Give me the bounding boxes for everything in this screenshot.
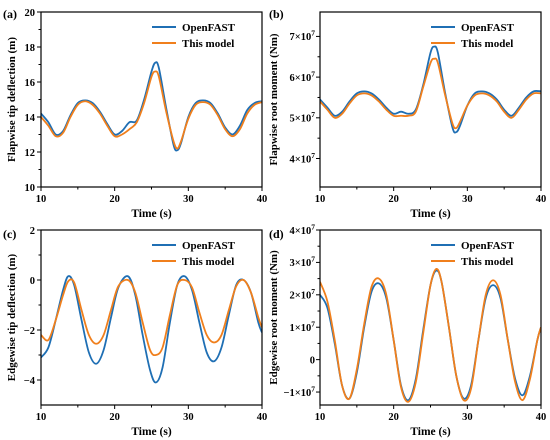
panel-label: (b) — [269, 7, 284, 21]
y-tick-label: 7×107 — [290, 29, 316, 44]
y-tick-label: 4×107 — [290, 222, 316, 237]
y-tick-label: 2 — [30, 226, 35, 237]
y-tick-label: 4×107 — [290, 151, 316, 166]
legend: OpenFAST This model — [431, 22, 515, 50]
y-tick-label: 20 — [25, 8, 36, 19]
legend-label-openfast: OpenFAST — [461, 22, 515, 34]
x-tick-label: 40 — [257, 412, 268, 423]
y-tick-label: −4 — [24, 376, 36, 387]
x-tick-label: 40 — [536, 194, 547, 205]
x-tick-label: 10 — [36, 194, 47, 205]
panel-d: 10 20 30 40 −1×107 0 1×107 2×107 3×107 4×107 Time … — [268, 222, 546, 438]
x-tick-label: 20 — [109, 412, 120, 423]
legend-label-this-model: This model — [182, 256, 234, 268]
y-axis-title: Edgewise tip deflection (m) — [6, 253, 18, 381]
legend-label-openfast: OpenFAST — [182, 22, 236, 34]
y-axis-title: Flapwise tip deflection (m) — [6, 37, 18, 162]
x-tick-label: 30 — [183, 194, 194, 205]
y-tick-label: −2 — [24, 326, 35, 337]
y-tick-label: 1×107 — [290, 320, 316, 335]
x-tick-label: 30 — [462, 412, 473, 423]
legend: OpenFAST This model — [152, 22, 236, 50]
series-line-openfast — [41, 275, 262, 384]
x-tick-label: 40 — [257, 194, 268, 205]
y-tick-label: 2×107 — [290, 287, 316, 302]
series-line-openfast — [320, 45, 541, 134]
legend-label-openfast: OpenFAST — [461, 240, 515, 252]
x-axis-title: Time (s) — [131, 426, 172, 438]
y-tick-label: 14 — [25, 113, 36, 124]
x-tick-label: 20 — [388, 412, 399, 423]
panel-c: 10 20 30 40 −4 −2 0 2 Time (s) Edgewise tip defle… — [3, 226, 267, 438]
series-line-this-model — [320, 57, 541, 130]
y-tick-label: 0 — [30, 276, 35, 287]
legend: OpenFAST This model — [431, 240, 515, 268]
series-line-this-model — [320, 267, 541, 403]
x-tick-label: 30 — [462, 194, 473, 205]
panel-b: 10 20 30 40 4×107 5×107 6×107 7×107 Time (s) Flap… — [268, 7, 546, 220]
legend-label-this-model: This model — [461, 38, 513, 50]
y-tick-label: 12 — [25, 148, 36, 159]
y-tick-label: 5×107 — [290, 110, 316, 125]
y-tick-label: 16 — [25, 78, 36, 89]
legend-label-this-model: This model — [182, 38, 234, 50]
x-tick-label: 20 — [109, 194, 120, 205]
panel-label: (a) — [3, 7, 17, 21]
x-tick-label: 10 — [315, 412, 326, 423]
y-axis-title: Edgewise root moment (Nm) — [268, 250, 280, 385]
x-axis-title: Time (s) — [131, 208, 172, 220]
legend: OpenFAST This model — [152, 240, 236, 268]
x-tick-label: 20 — [388, 194, 399, 205]
y-tick-label: 0 — [310, 355, 315, 366]
panel-label: (d) — [269, 227, 284, 241]
series-line-this-model — [41, 70, 262, 150]
y-tick-label: 10 — [25, 183, 36, 194]
x-tick-label: 40 — [536, 412, 547, 423]
y-tick-label: 3×107 — [290, 255, 316, 270]
legend-label-openfast: OpenFAST — [182, 240, 236, 252]
x-tick-label: 30 — [183, 412, 194, 423]
x-tick-label: 10 — [315, 194, 326, 205]
legend-label-this-model: This model — [461, 256, 513, 268]
panel-a: 10 20 30 40 10 12 14 16 18 20 Time (s) Flapwise tip… — [3, 7, 267, 220]
y-tick-label: 6×107 — [290, 69, 316, 84]
y-tick-label: 18 — [25, 43, 36, 54]
y-axis-title: Flapwise root moment (Nm) — [268, 33, 280, 165]
series-line-this-model — [41, 278, 262, 357]
y-tick-label: −1×107 — [284, 384, 316, 399]
panel-label: (c) — [3, 227, 16, 241]
x-tick-label: 10 — [36, 412, 47, 423]
x-axis-title: Time (s) — [410, 426, 451, 438]
x-axis-title: Time (s) — [410, 208, 451, 220]
